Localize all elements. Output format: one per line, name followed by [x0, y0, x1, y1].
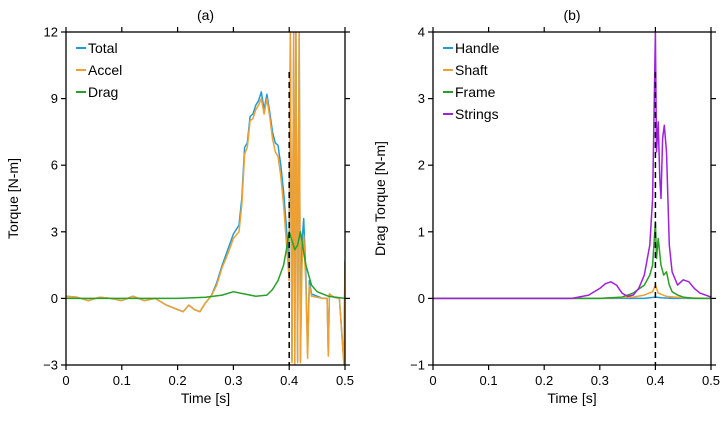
- x-tick-label: 0: [62, 373, 69, 388]
- x-axis-label: Time [s]: [181, 390, 230, 406]
- x-tick-label: 0.2: [169, 373, 187, 388]
- y-tick-label: 9: [51, 91, 58, 106]
- y-axis-label: Torque [N-m]: [5, 158, 21, 239]
- legend: Handle Shaft Frame Strings: [443, 40, 500, 122]
- y-tick-label: 12: [44, 25, 58, 40]
- y-tick-label: −1: [410, 358, 425, 373]
- legend-label: Total: [88, 40, 118, 56]
- legend-label: Handle: [455, 40, 500, 56]
- y-tick-label: 0: [418, 291, 425, 306]
- series-line-strings: [433, 32, 711, 300]
- legend-label: Shaft: [455, 62, 488, 78]
- y-axis-label: Drag Torque [N-m]: [372, 141, 388, 256]
- y-tick-label: 2: [418, 158, 425, 173]
- x-tick-label: 0.5: [336, 373, 354, 388]
- y-tick-label: 4: [418, 25, 425, 40]
- x-tick-label: 0.4: [646, 373, 664, 388]
- series-line-frame: [433, 221, 711, 300]
- panel-title: (a): [197, 7, 214, 23]
- y-tick-label: 0: [51, 291, 58, 306]
- legend-label: Strings: [455, 106, 499, 122]
- y-tick-label: 3: [418, 91, 425, 106]
- series-line-total: [66, 32, 345, 364]
- panel-title: (b): [563, 7, 580, 23]
- legend-label: Drag: [88, 84, 118, 100]
- series-group: [66, 32, 345, 365]
- legend-label: Accel: [88, 62, 122, 78]
- x-tick-label: 0: [429, 373, 436, 388]
- x-tick-label: 0.3: [224, 373, 242, 388]
- series-line-shaft: [433, 284, 711, 300]
- y-tick-label: 3: [51, 224, 58, 239]
- series-line-drag: [66, 231, 345, 300]
- x-tick-label: 0.1: [480, 373, 498, 388]
- y-tick-label: 6: [51, 158, 58, 173]
- y-tick-label: 1: [418, 224, 425, 239]
- legend: Total Accel Drag: [76, 40, 122, 100]
- x-tick-label: 0.2: [535, 373, 553, 388]
- x-axis-label: Time [s]: [547, 390, 596, 406]
- plot-frame: [65, 31, 346, 366]
- chart-panel-0: 0 0.1 0.2 0.3 0.4 0.5 −3 0 3 6 9 12 (a) Time [s] Torqu…: [5, 7, 354, 406]
- x-tick-label: 0.1: [113, 373, 131, 388]
- x-tick-label: 0.5: [702, 373, 720, 388]
- y-tick-label: −3: [43, 358, 58, 373]
- chart-panel-1: 0 0.1 0.2 0.3 0.4 0.5 −1 0 1 2 3 4 (b) Time [s] Drag T…: [372, 7, 720, 406]
- plot-frame: [432, 31, 712, 366]
- x-tick-label: 0.3: [591, 373, 609, 388]
- x-tick-label: 0.4: [280, 373, 298, 388]
- series-line-accel: [66, 32, 345, 365]
- legend-label: Frame: [455, 84, 496, 100]
